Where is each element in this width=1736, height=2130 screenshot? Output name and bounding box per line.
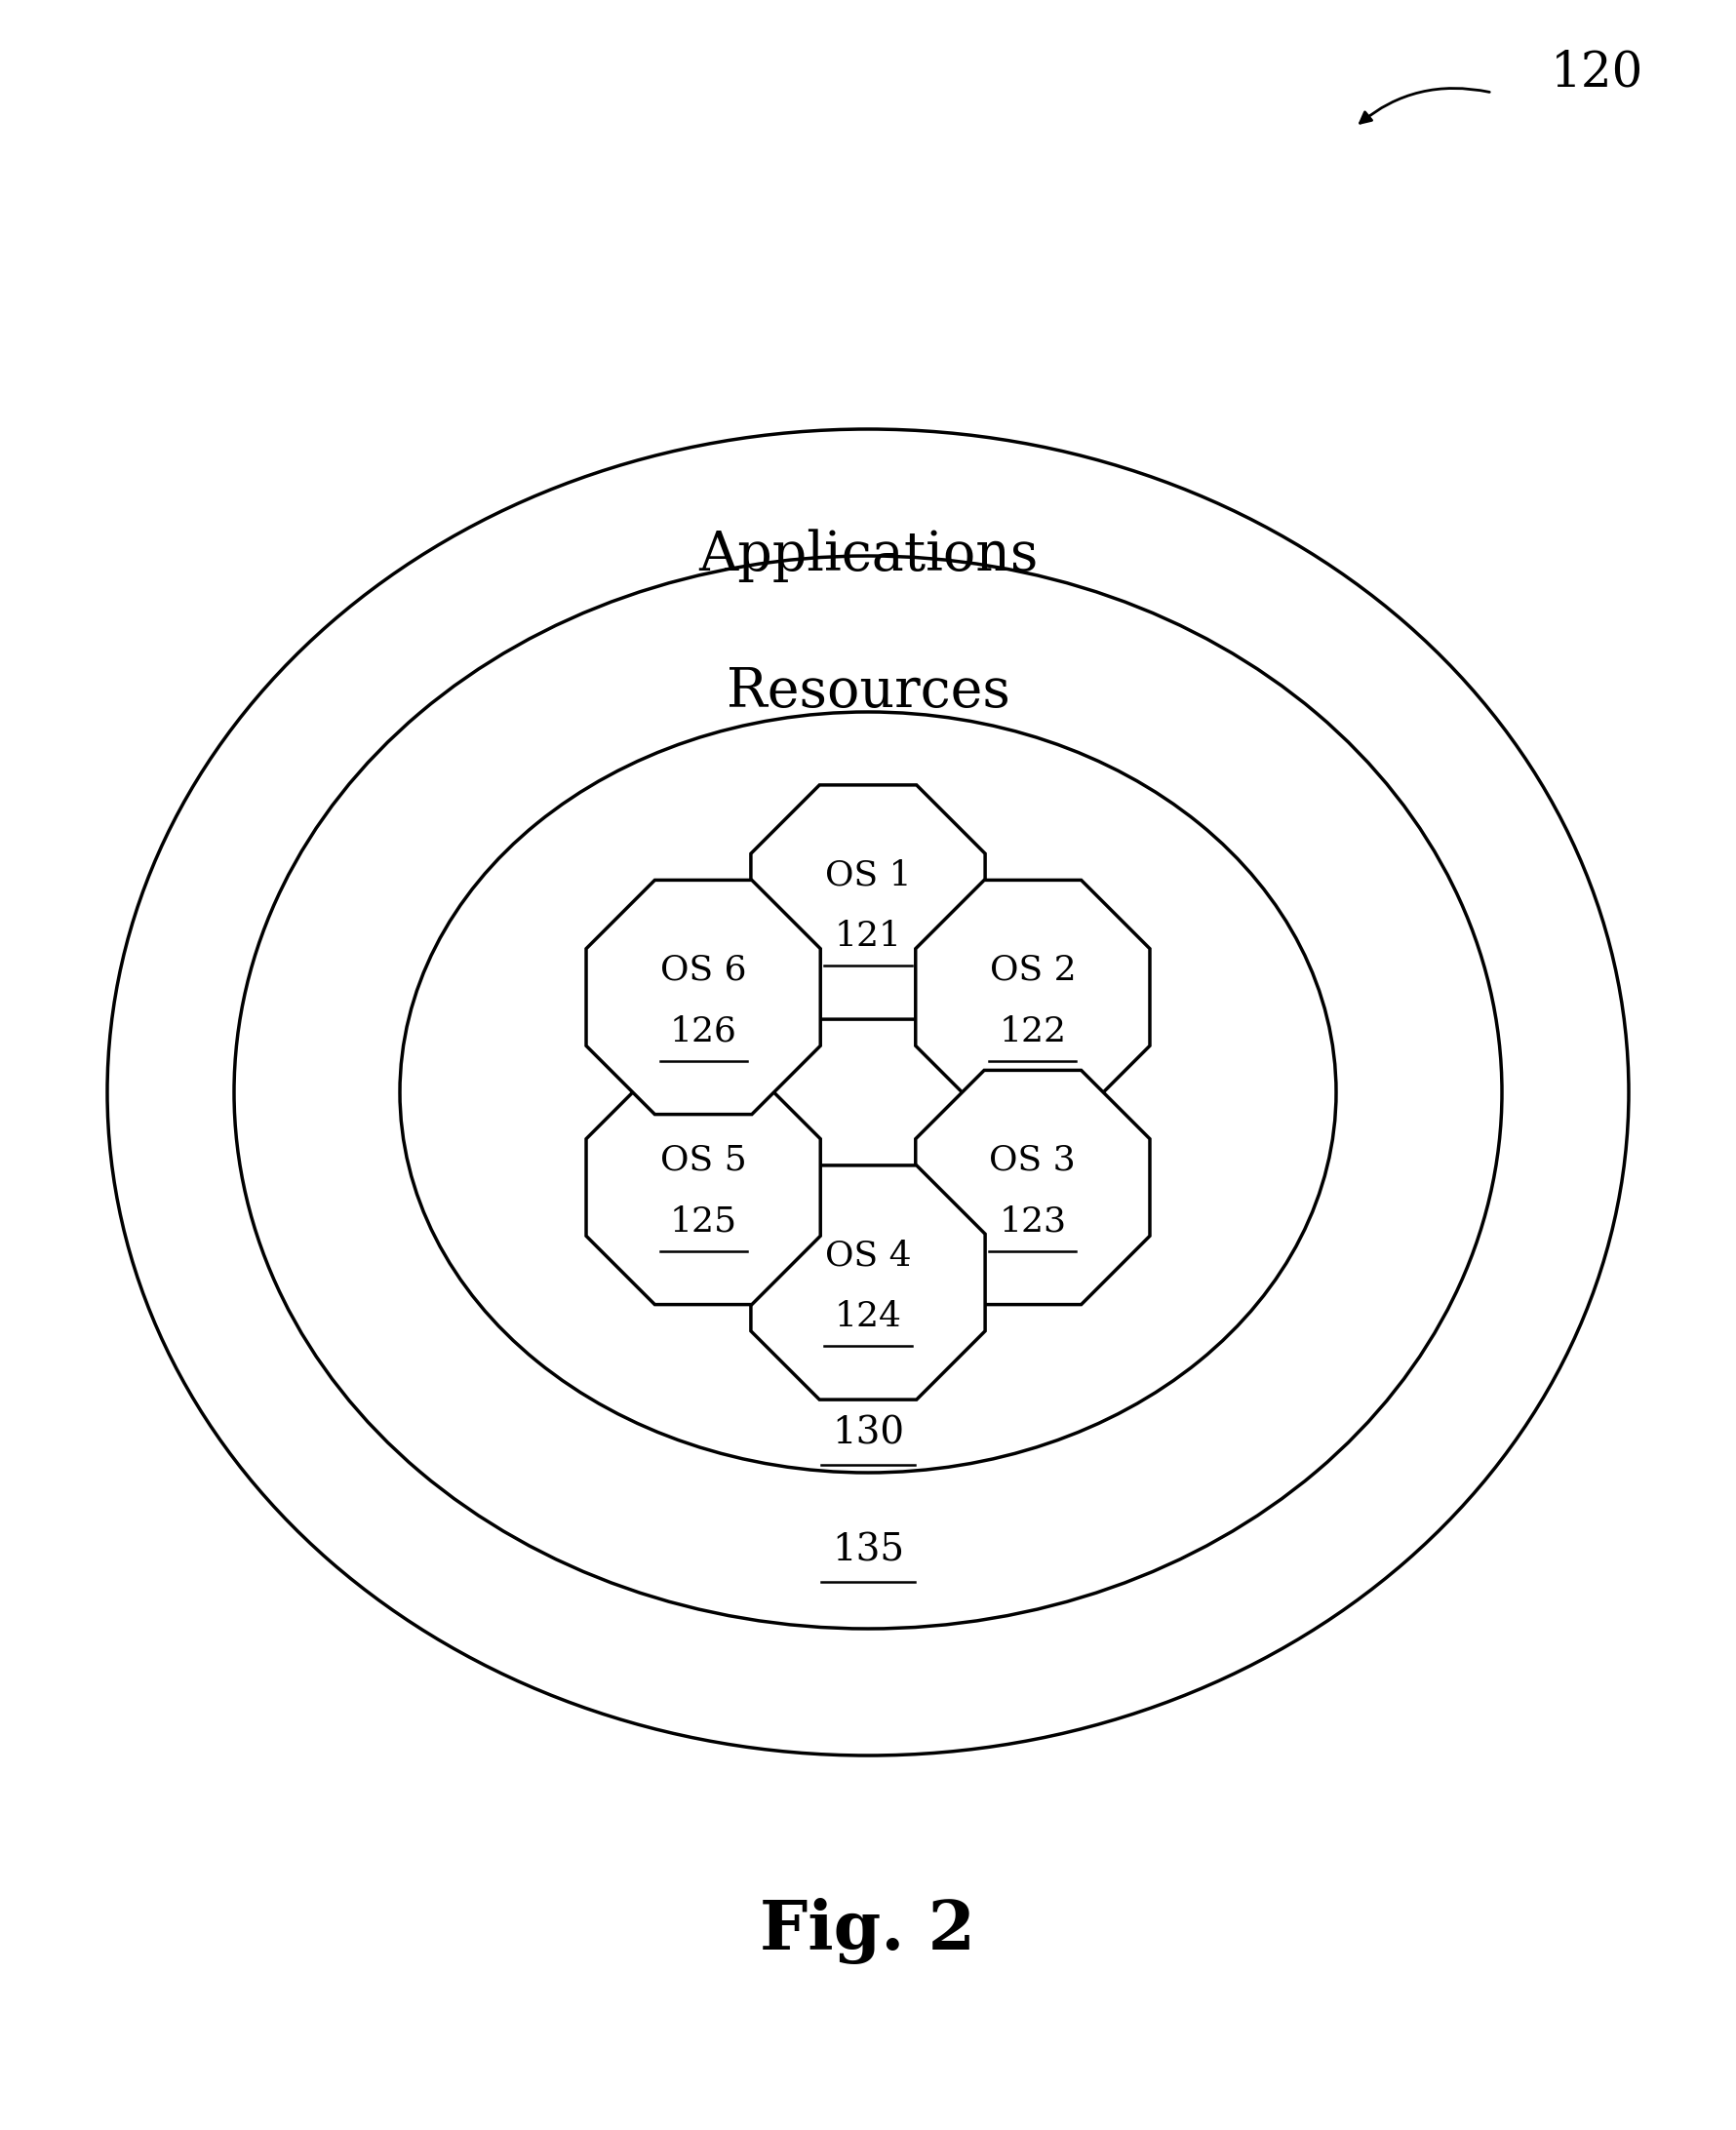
Text: OS 2: OS 2 <box>990 954 1075 986</box>
Text: 125: 125 <box>668 1206 736 1238</box>
Text: 120: 120 <box>1550 49 1642 98</box>
Ellipse shape <box>399 711 1335 1472</box>
Ellipse shape <box>234 556 1502 1629</box>
Text: OS 1: OS 1 <box>825 858 911 890</box>
Text: 123: 123 <box>998 1206 1066 1238</box>
Polygon shape <box>750 786 984 1020</box>
Text: Resources: Resources <box>726 667 1009 720</box>
Polygon shape <box>915 1069 1149 1304</box>
Text: OS 6: OS 6 <box>660 954 746 986</box>
Polygon shape <box>915 880 1149 1114</box>
Text: 126: 126 <box>670 1014 736 1048</box>
Text: OS 3: OS 3 <box>990 1144 1075 1176</box>
Text: 135: 135 <box>832 1534 904 1568</box>
Polygon shape <box>750 1165 984 1399</box>
Text: Fig. 2: Fig. 2 <box>760 1898 976 1964</box>
Text: OS 5: OS 5 <box>660 1144 746 1176</box>
Polygon shape <box>585 880 819 1114</box>
Text: Applications: Applications <box>698 528 1038 584</box>
Text: OS 4: OS 4 <box>825 1240 911 1272</box>
Text: 122: 122 <box>998 1014 1066 1048</box>
Polygon shape <box>585 1069 819 1304</box>
Text: 130: 130 <box>832 1416 904 1453</box>
Text: 121: 121 <box>833 920 901 952</box>
Ellipse shape <box>108 428 1628 1755</box>
Text: 124: 124 <box>833 1299 901 1333</box>
